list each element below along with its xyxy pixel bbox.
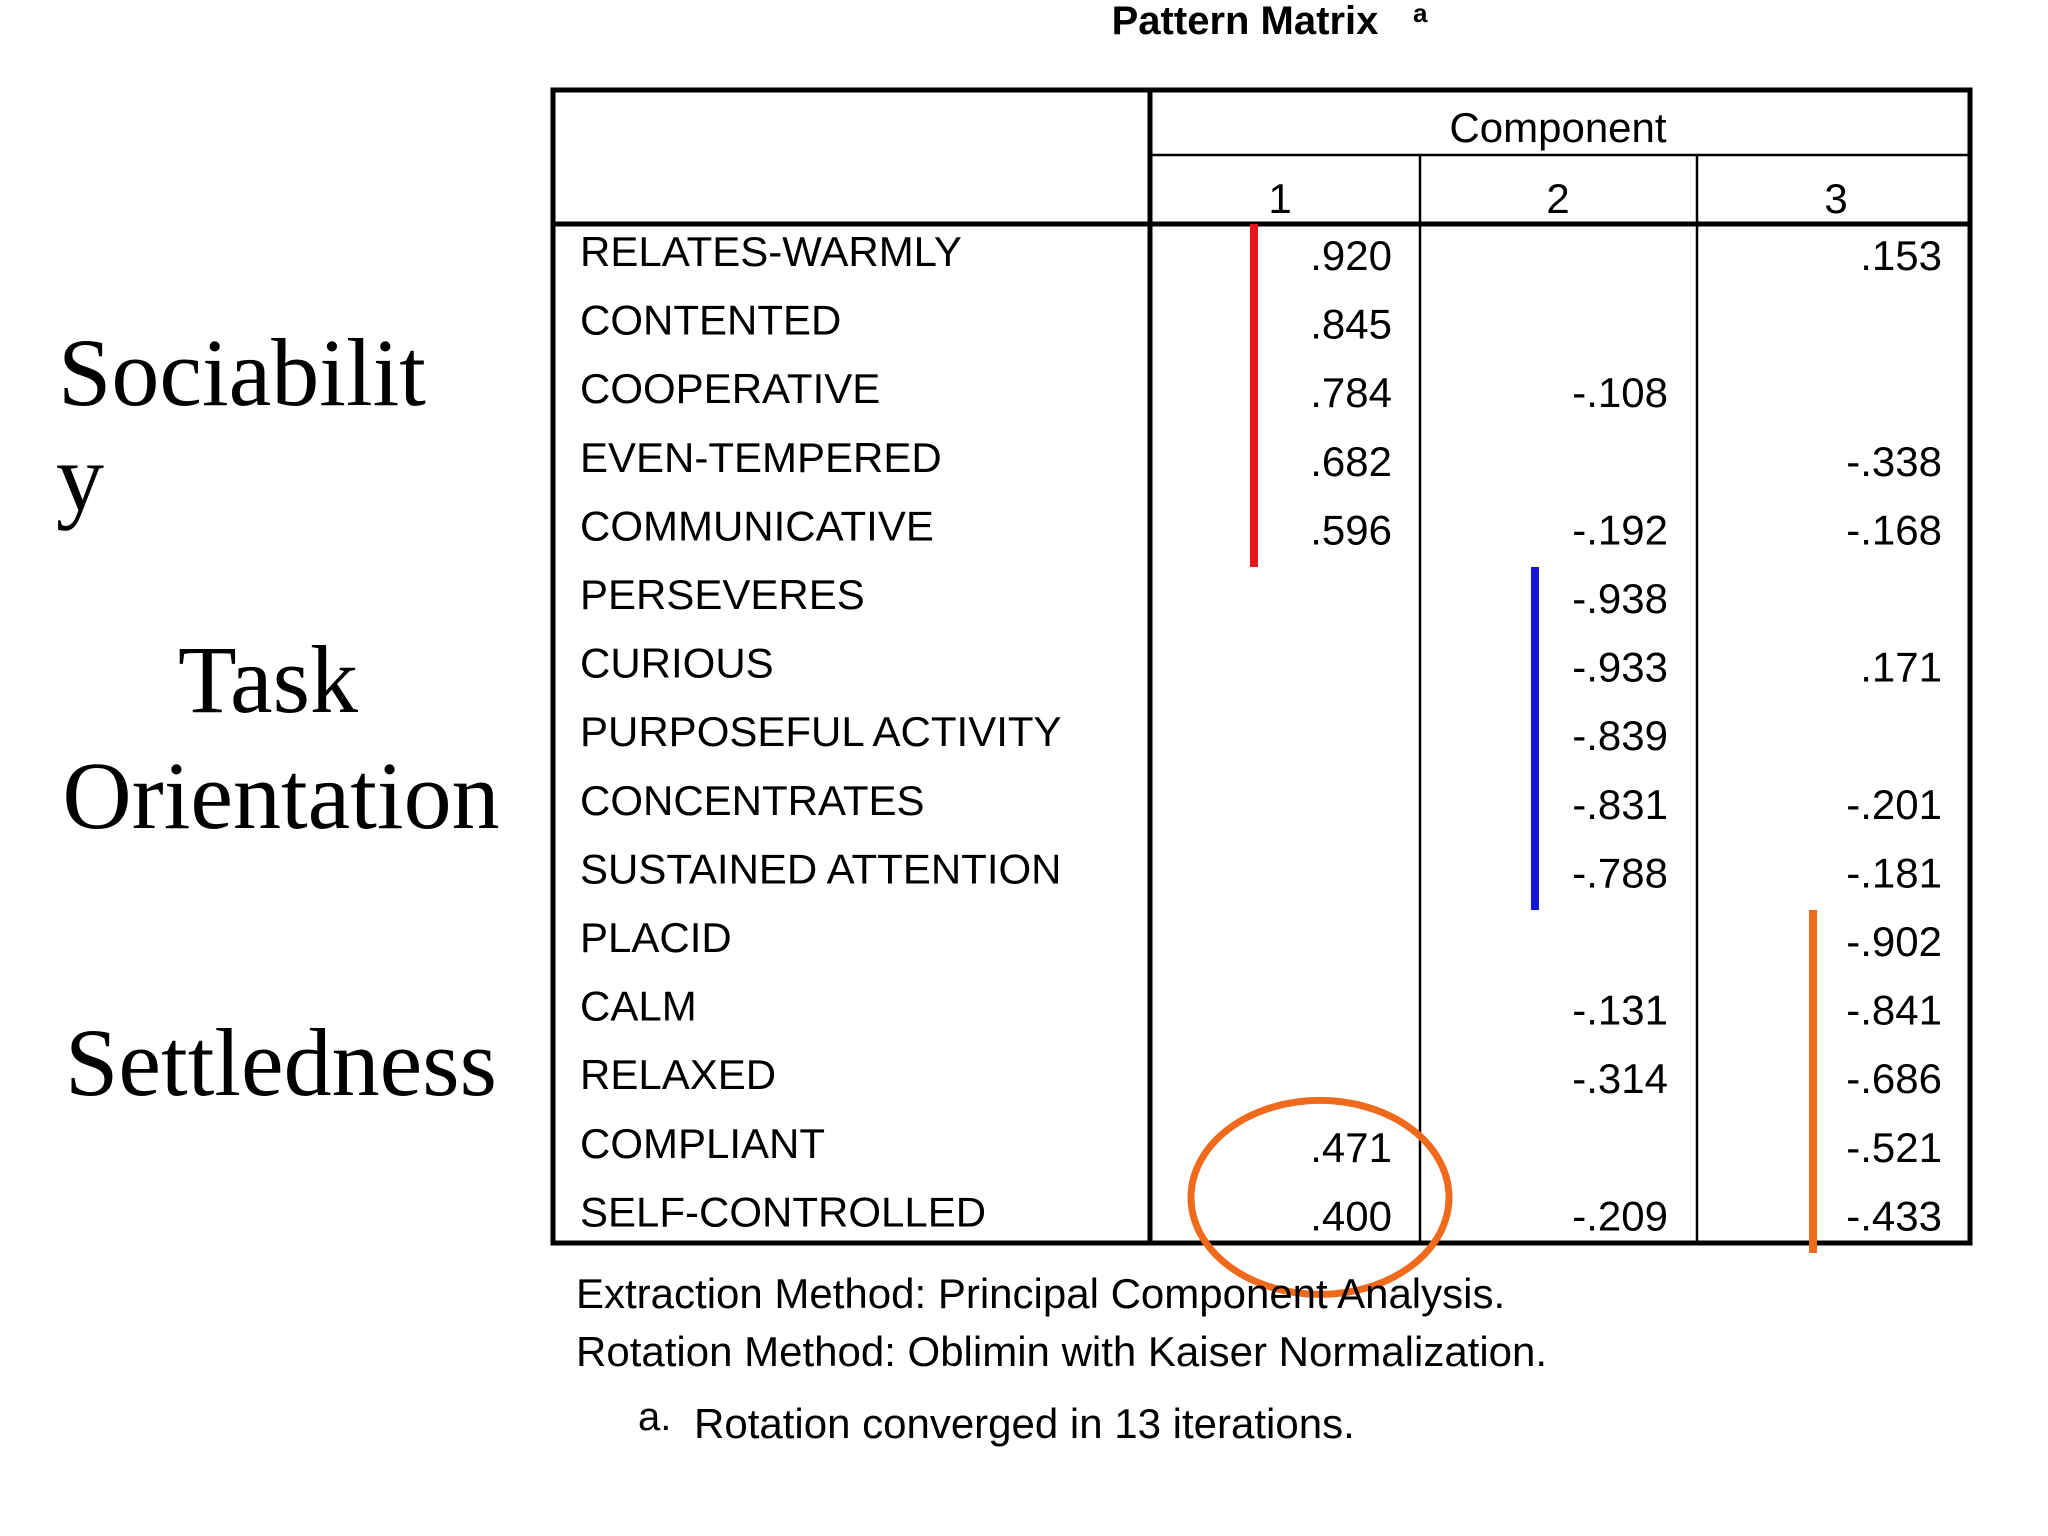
loading-cell: -.168 <box>1846 506 1942 553</box>
loading-cell: -.841 <box>1846 987 1942 1034</box>
row-label: COMPLIANT <box>580 1120 825 1167</box>
row-label: PURPOSEFUL ACTIVITY <box>580 708 1062 755</box>
loading-cell: .682 <box>1310 438 1392 485</box>
loading-cell: -.933 <box>1572 644 1668 691</box>
loading-cell: -.201 <box>1846 781 1942 828</box>
factor-label-sociability-wrap: y <box>56 424 104 531</box>
component-header: Component <box>1449 104 1666 151</box>
row-label: SELF-CONTROLLED <box>580 1188 986 1235</box>
loading-cell: -.839 <box>1572 712 1668 759</box>
factor-label-task: Task <box>178 626 358 733</box>
factor-label-sociability: Sociabilit <box>58 319 426 426</box>
column-header-3: 3 <box>1824 175 1847 222</box>
loading-cell: .153 <box>1860 232 1942 279</box>
row-label: COMMUNICATIVE <box>580 502 934 549</box>
loading-cell: -.788 <box>1572 849 1668 896</box>
loading-cell: .400 <box>1310 1192 1392 1239</box>
loading-cell: .845 <box>1310 301 1392 348</box>
row-label: PERSEVERES <box>580 571 865 618</box>
row-label: CONCENTRATES <box>580 777 925 824</box>
table-grid <box>550 87 1973 1246</box>
loading-cell: -.108 <box>1572 369 1668 416</box>
loading-cell: -.192 <box>1572 506 1668 553</box>
loading-cell: .171 <box>1860 644 1942 691</box>
table-border <box>550 87 1973 1246</box>
loading-cell: .596 <box>1310 506 1392 553</box>
loading-cell: -.314 <box>1572 1055 1668 1102</box>
row-label: CONTENTED <box>580 297 841 344</box>
loading-cell: .920 <box>1310 232 1392 279</box>
loading-cell: -.131 <box>1572 987 1668 1034</box>
row-label: SUSTAINED ATTENTION <box>580 845 1061 892</box>
loading-cells: .920 .153 .845 .784 -.108 .682 -.338 .596 -.192 -… <box>1310 232 1942 1239</box>
loading-cell: -.209 <box>1572 1192 1668 1239</box>
loading-cell: -.521 <box>1846 1124 1942 1171</box>
column-headers: 1 2 3 <box>1268 175 1847 222</box>
footnote-a-text: Rotation converged in 13 iterations. <box>694 1400 1355 1447</box>
factor-label-settledness: Settledness <box>65 1009 497 1116</box>
table-title: Pattern Matrix <box>1112 0 1379 43</box>
row-labels: RELATES-WARMLY CONTENTED COOPERATIVE EVEN-T… <box>580 228 1062 1235</box>
title-footnote-marker: a <box>1413 0 1428 28</box>
loading-cell: -.686 <box>1846 1055 1942 1102</box>
loading-cell: .471 <box>1310 1124 1392 1171</box>
factor-label-orientation: Orientation <box>62 742 499 849</box>
row-label: CURIOUS <box>580 640 774 687</box>
loading-cell: -.902 <box>1846 918 1942 965</box>
row-label: COOPERATIVE <box>580 365 880 412</box>
column-header-1: 1 <box>1268 175 1291 222</box>
footnote-extraction: Extraction Method: Principal Component A… <box>576 1270 1505 1317</box>
footnote-a-marker: a. <box>638 1395 671 1439</box>
loading-cell: -.338 <box>1846 438 1942 485</box>
row-label: RELATES-WARMLY <box>580 228 962 275</box>
row-label: CALM <box>580 983 697 1030</box>
row-label: RELAXED <box>580 1051 776 1098</box>
loading-cell: .784 <box>1310 369 1392 416</box>
highlight-ellipse <box>1187 1096 1453 1298</box>
row-label: PLACID <box>580 914 732 961</box>
loading-cell: -.938 <box>1572 575 1668 622</box>
loading-cell: -.181 <box>1846 849 1942 896</box>
column-header-2: 2 <box>1546 175 1569 222</box>
factor-markers <box>1187 224 1817 1298</box>
loading-cell: -.433 <box>1846 1192 1942 1239</box>
footnote-rotation: Rotation Method: Oblimin with Kaiser Nor… <box>576 1328 1547 1375</box>
row-label: EVEN-TEMPERED <box>580 434 942 481</box>
loading-cell: -.831 <box>1572 781 1668 828</box>
